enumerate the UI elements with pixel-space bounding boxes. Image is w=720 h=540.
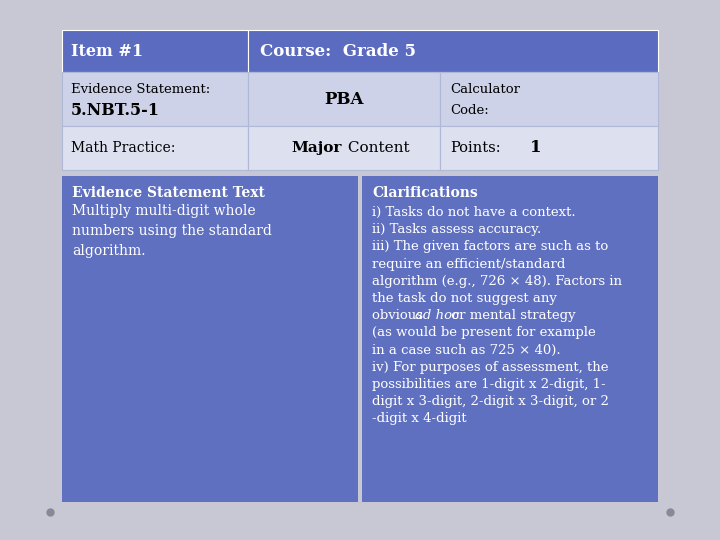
Text: obvious: obvious xyxy=(372,309,427,322)
Text: (as would be present for example: (as would be present for example xyxy=(372,326,595,340)
Text: 1: 1 xyxy=(530,139,541,157)
FancyBboxPatch shape xyxy=(440,126,658,170)
Text: require an efficient/standard: require an efficient/standard xyxy=(372,258,565,271)
Text: ad hoc: ad hoc xyxy=(415,309,459,322)
Text: Calculator: Calculator xyxy=(450,83,520,96)
Text: Evidence Statement Text: Evidence Statement Text xyxy=(72,186,265,200)
Text: or mental strategy: or mental strategy xyxy=(447,309,575,322)
Text: PBA: PBA xyxy=(324,91,364,107)
FancyBboxPatch shape xyxy=(248,126,440,170)
FancyBboxPatch shape xyxy=(62,126,248,170)
FancyBboxPatch shape xyxy=(440,72,658,126)
Text: i) Tasks do not have a context.: i) Tasks do not have a context. xyxy=(372,206,575,219)
Text: Item #1: Item #1 xyxy=(71,43,143,59)
Text: the task do not suggest any: the task do not suggest any xyxy=(372,292,557,305)
Text: iv) For purposes of assessment, the: iv) For purposes of assessment, the xyxy=(372,361,608,374)
FancyBboxPatch shape xyxy=(62,176,358,502)
Text: iii) The given factors are such as to: iii) The given factors are such as to xyxy=(372,240,608,253)
Text: Content: Content xyxy=(343,141,410,155)
Text: Points:: Points: xyxy=(450,141,500,155)
Text: ii) Tasks assess accuracy.: ii) Tasks assess accuracy. xyxy=(372,223,541,236)
Text: Multiply multi-digit whole
numbers using the standard
algorithm.: Multiply multi-digit whole numbers using… xyxy=(72,204,272,258)
Text: Major: Major xyxy=(292,141,342,155)
Text: possibilities are 1-digit x 2-digit, 1-: possibilities are 1-digit x 2-digit, 1- xyxy=(372,378,606,391)
FancyBboxPatch shape xyxy=(248,72,440,126)
Text: in a case such as 725 × 40).: in a case such as 725 × 40). xyxy=(372,343,561,356)
Text: Code:: Code: xyxy=(450,104,489,117)
Text: -digit x 4-digit: -digit x 4-digit xyxy=(372,413,467,426)
Text: digit x 3-digit, 2-digit x 3-digit, or 2: digit x 3-digit, 2-digit x 3-digit, or 2 xyxy=(372,395,609,408)
Text: Evidence Statement:: Evidence Statement: xyxy=(71,83,210,96)
FancyBboxPatch shape xyxy=(362,176,658,502)
Text: algorithm (e.g., 726 × 48). Factors in: algorithm (e.g., 726 × 48). Factors in xyxy=(372,275,622,288)
Text: Course:  Grade 5: Course: Grade 5 xyxy=(260,43,416,59)
Text: 5.NBT.5-1: 5.NBT.5-1 xyxy=(71,103,160,119)
Text: Clarifications: Clarifications xyxy=(372,186,478,200)
FancyBboxPatch shape xyxy=(62,30,248,72)
FancyBboxPatch shape xyxy=(248,30,658,72)
Text: Math Practice:: Math Practice: xyxy=(71,141,176,155)
FancyBboxPatch shape xyxy=(62,72,248,126)
